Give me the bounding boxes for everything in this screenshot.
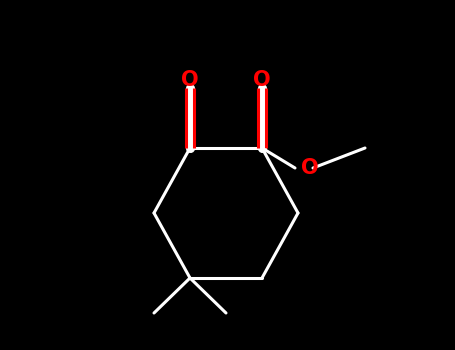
Text: O: O [181,70,199,90]
Text: O: O [301,158,319,178]
Text: O: O [253,70,271,90]
